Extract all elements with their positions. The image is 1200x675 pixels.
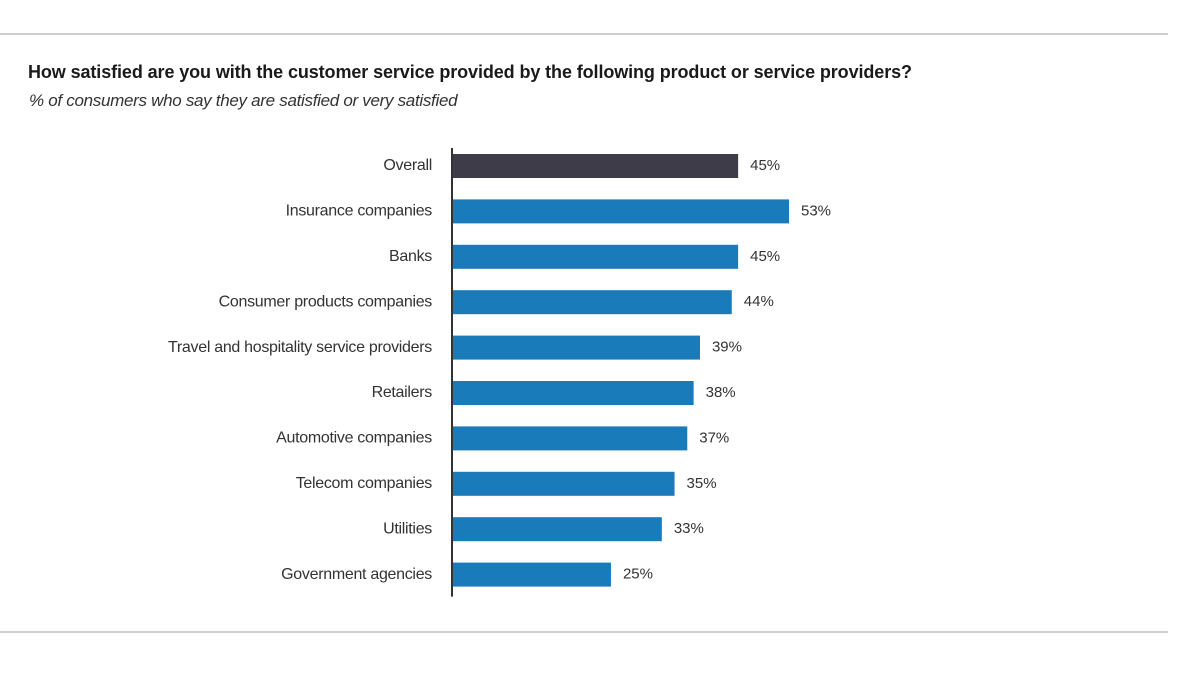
category-label-overall: Overall xyxy=(383,157,432,174)
bottom-divider xyxy=(0,631,1168,633)
chart-title: How satisfied are you with the customer … xyxy=(28,62,912,82)
value-label-telecom-companies: 35% xyxy=(687,475,717,492)
category-label-travel-and-hospitality-service-providers: Travel and hospitality service providers xyxy=(168,339,432,356)
category-label-retailers: Retailers xyxy=(372,384,433,401)
bar-overall xyxy=(452,154,739,178)
category-label-utilities: Utilities xyxy=(383,520,432,537)
bar-insurance-companies xyxy=(452,199,789,224)
category-label-automotive-companies: Automotive companies xyxy=(276,430,432,447)
category-label-insurance-companies: Insurance companies xyxy=(286,203,433,220)
value-label-government-agencies: 25% xyxy=(623,566,653,583)
category-label-banks: Banks xyxy=(389,248,432,265)
value-label-retailers: 38% xyxy=(706,384,736,401)
bar-automotive-companies xyxy=(452,426,688,451)
value-label-banks: 45% xyxy=(750,248,780,265)
bar-government-agencies xyxy=(452,562,611,587)
bar-retailers xyxy=(452,381,694,405)
category-label-consumer-products-companies: Consumer products companies xyxy=(219,293,433,310)
value-label-insurance-companies: 53% xyxy=(801,202,831,219)
category-label-government-agencies: Government agencies xyxy=(281,566,432,583)
category-label-telecom-companies: Telecom companies xyxy=(296,475,433,492)
chart-subtitle: % of consumers who say they are satisfie… xyxy=(29,91,458,110)
bar-telecom-companies xyxy=(452,471,675,496)
value-label-travel-and-hospitality-service-providers: 39% xyxy=(712,339,742,356)
bars-layer: Overall 45% Insurance companies 53% Banks 45%… xyxy=(168,154,831,587)
bar-consumer-products-companies xyxy=(452,290,732,315)
bar-utilities xyxy=(452,517,662,542)
bar-banks xyxy=(452,244,739,269)
top-divider xyxy=(0,33,1168,35)
value-label-consumer-products-companies: 44% xyxy=(744,293,774,310)
value-label-automotive-companies: 37% xyxy=(699,429,729,446)
value-label-utilities: 33% xyxy=(674,520,704,537)
bar-travel-and-hospitality-service-providers xyxy=(452,335,700,360)
value-label-overall: 45% xyxy=(750,157,780,174)
